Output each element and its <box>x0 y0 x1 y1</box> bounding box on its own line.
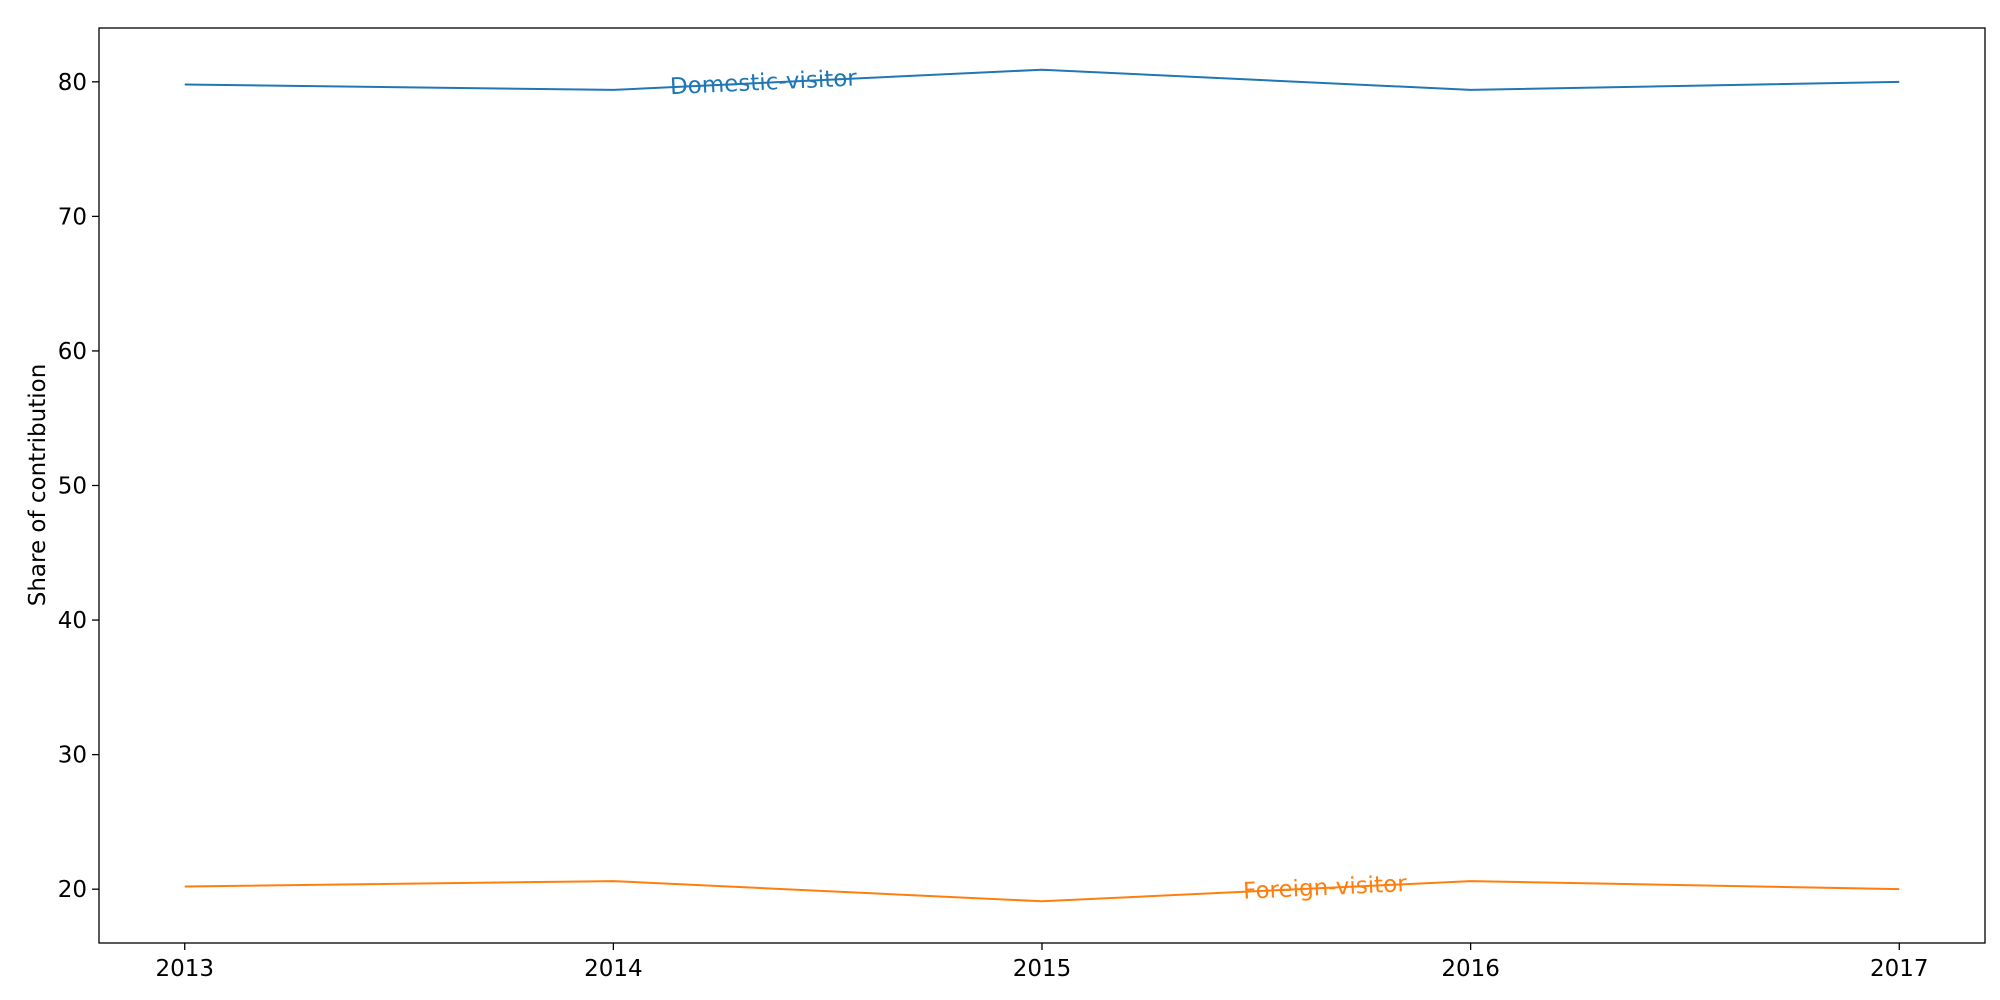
plot-area-frame <box>98 27 1986 944</box>
x-tick-label: 2016 <box>1441 956 1500 982</box>
x-tick-label: 2014 <box>584 956 643 982</box>
y-axis: 20 30 40 50 60 70 80 <box>58 70 99 903</box>
y-tick-label: 50 <box>58 474 87 500</box>
x-tick-label: 2017 <box>1870 956 1929 982</box>
series-line-foreign-visitor <box>184 880 1900 903</box>
y-tick-label: 80 <box>58 70 87 96</box>
series-layer: Domestic-visitor Foreign-visitor <box>184 65 1900 905</box>
y-axis-title: Share of contribution <box>25 364 51 607</box>
y-tick-label: 20 <box>58 877 87 903</box>
y-tick-label: 60 <box>58 339 87 365</box>
series-inline-label: Foreign-visitor <box>1242 871 1407 905</box>
series-inline-label: Domestic-visitor <box>669 65 858 100</box>
x-tick-label: 2015 <box>1013 956 1072 982</box>
x-axis: 2013 2014 2015 2016 2017 <box>155 943 1929 982</box>
y-tick-label: 70 <box>58 204 87 230</box>
y-tick-label: 40 <box>58 608 87 634</box>
series-line-domestic-visitor <box>184 68 1900 91</box>
y-tick-label: 30 <box>58 743 87 769</box>
x-tick-label: 2013 <box>155 956 214 982</box>
